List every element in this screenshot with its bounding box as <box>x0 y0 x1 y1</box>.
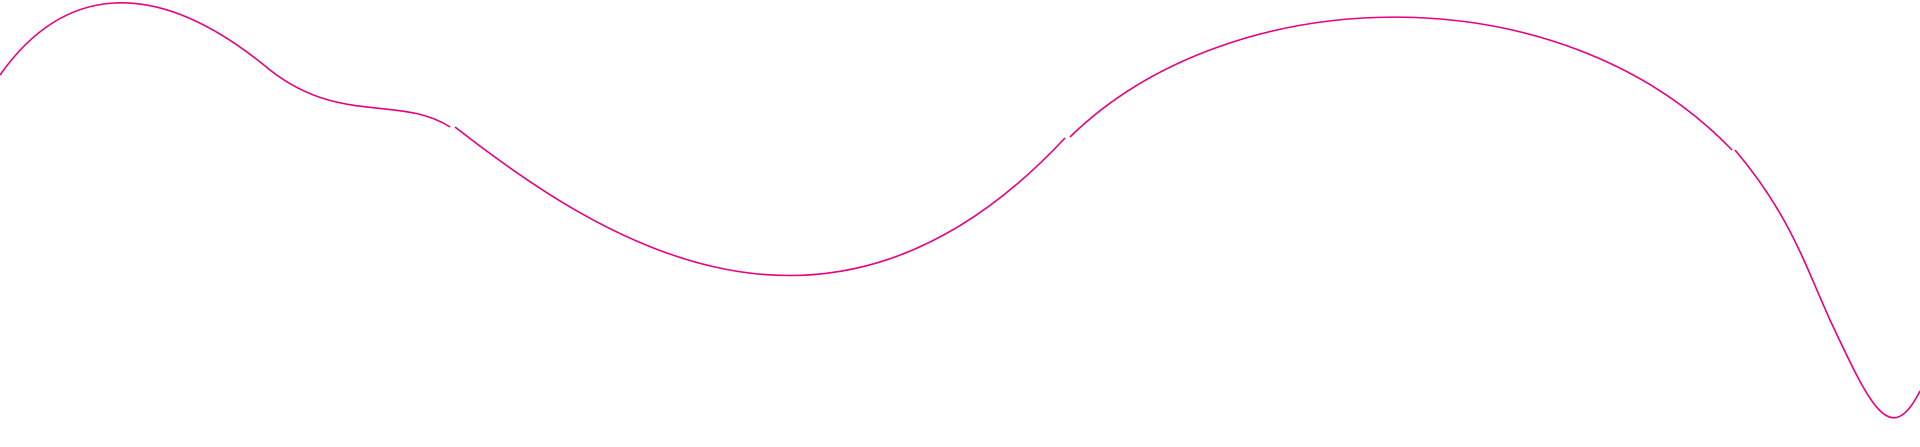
wave-segment-4 <box>1734 149 1920 419</box>
wave-segment-1 <box>0 2 451 128</box>
wave-segment-2 <box>454 126 1066 277</box>
wave-segment-3 <box>1069 16 1733 151</box>
